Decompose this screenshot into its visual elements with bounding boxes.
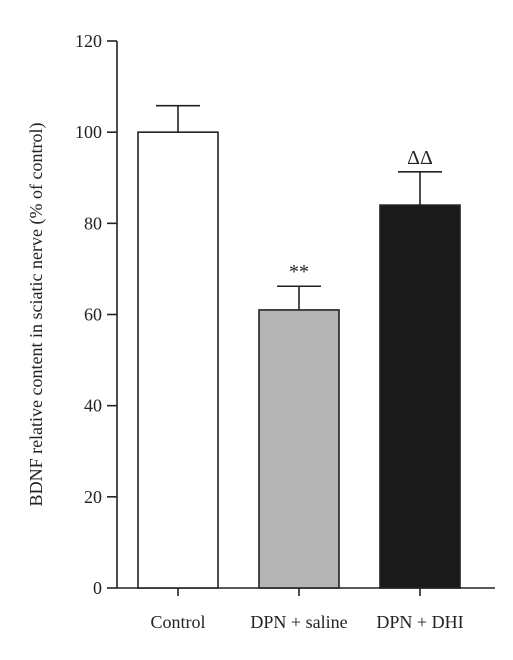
bar-dpn-dhi <box>379 204 461 589</box>
bar-dpn-saline <box>258 309 340 589</box>
x-tick-label: DPN + DHI <box>376 612 463 632</box>
y-axis-label: BDNF relative content in sciatic nerve (… <box>26 123 47 507</box>
y-axis: 0 20 40 60 80 100 120 <box>75 31 118 598</box>
significance-marker: ΔΔ <box>407 147 433 169</box>
significance-markers: ** ΔΔ <box>289 147 433 283</box>
error-bars <box>156 104 442 310</box>
y-tick-label: 0 <box>93 578 102 598</box>
y-tick-label: 20 <box>84 487 102 507</box>
y-tick-label: 80 <box>84 213 102 233</box>
y-tick-label: 100 <box>75 122 102 142</box>
x-tick-label: DPN + saline <box>250 612 347 632</box>
y-tick-label: 120 <box>75 31 102 51</box>
bars <box>137 131 461 589</box>
x-axis: Control DPN + saline DPN + DHI <box>117 587 495 632</box>
y-tick-label: 40 <box>84 396 102 416</box>
significance-marker: ** <box>289 261 309 283</box>
x-tick-label: Control <box>150 612 205 632</box>
y-tick-label: 60 <box>84 305 102 325</box>
bar-control <box>137 131 219 589</box>
